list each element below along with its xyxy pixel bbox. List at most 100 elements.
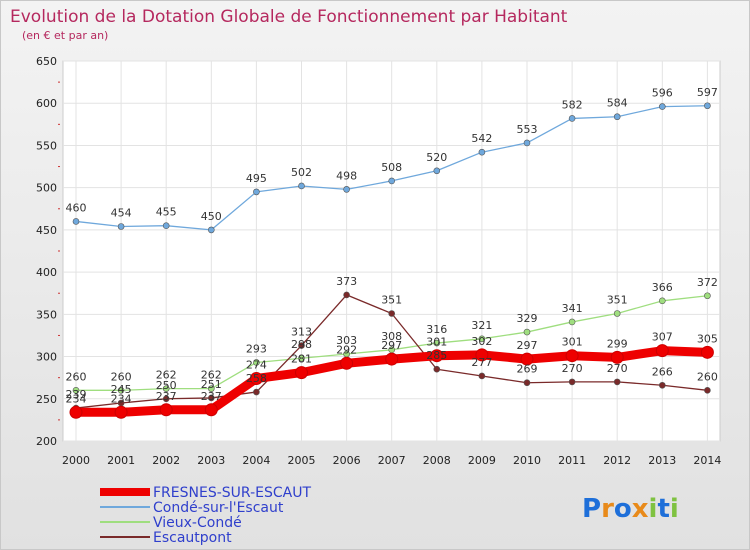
x-tick-label: 2013 — [648, 454, 676, 467]
data-point — [208, 385, 215, 392]
x-tick-label: 2001 — [107, 454, 135, 467]
data-point — [478, 148, 486, 156]
data-point — [114, 405, 128, 419]
data-point — [343, 291, 350, 299]
y-tick-label: 450 — [36, 224, 57, 237]
data-label: 454 — [111, 207, 132, 220]
y-tick-label: 200 — [36, 435, 57, 448]
x-tick-label: 2009 — [468, 454, 496, 467]
data-label: 260 — [697, 370, 718, 383]
data-point — [298, 354, 305, 362]
data-label: 307 — [652, 331, 673, 344]
logo-letter: i — [649, 494, 658, 524]
y-tick-label: 250 — [36, 393, 57, 406]
data-label: 450 — [201, 210, 222, 223]
data-label: 239 — [66, 388, 87, 401]
logo-letter: r — [601, 494, 614, 524]
data-label: 293 — [246, 342, 267, 355]
data-point — [565, 349, 579, 363]
legend-label: Condé-sur-l'Escaut — [153, 500, 284, 516]
data-label: 262 — [156, 369, 177, 382]
logo-letter: x — [632, 494, 649, 524]
x-tick-label: 2005 — [288, 454, 316, 467]
x-tick-label: 2002 — [152, 454, 180, 467]
data-label: 234 — [111, 392, 132, 405]
data-label: 299 — [607, 337, 628, 350]
y-tick-label: 350 — [36, 308, 57, 321]
data-label: 542 — [471, 132, 492, 145]
data-point — [72, 218, 80, 225]
data-point — [568, 318, 576, 326]
x-tick-label: 2011 — [558, 454, 586, 467]
logo-letter: P — [582, 494, 601, 524]
data-point — [249, 372, 263, 386]
logo-letter: t — [657, 494, 669, 524]
data-label: 351 — [381, 293, 402, 306]
x-tick-label: 2008 — [423, 454, 451, 467]
data-label: 285 — [426, 349, 447, 362]
data-label: 596 — [652, 87, 673, 100]
data-label: 274 — [246, 359, 267, 372]
y-tick-label: 300 — [36, 351, 57, 364]
data-label: 520 — [426, 151, 447, 164]
data-label: 313 — [291, 326, 312, 339]
proxiti-logo: Proxiti — [582, 494, 679, 524]
data-label: 298 — [291, 338, 312, 351]
data-point — [388, 310, 396, 317]
data-point — [613, 378, 621, 386]
data-point — [523, 328, 531, 336]
data-label: 292 — [336, 343, 357, 356]
data-label: 495 — [246, 172, 267, 185]
logo-text: Proxiti — [582, 494, 679, 524]
data-point — [433, 339, 441, 347]
data-point — [475, 348, 489, 362]
data-label: 582 — [562, 98, 583, 111]
data-point — [658, 297, 666, 305]
data-label: 301 — [426, 336, 447, 349]
data-label: 455 — [156, 206, 177, 219]
x-tick-label: 2004 — [242, 454, 270, 467]
chart-title: Evolution de la Dotation Globale de Fonc… — [10, 7, 568, 27]
data-label: 597 — [697, 86, 718, 99]
data-label: 277 — [471, 356, 492, 369]
data-point — [162, 385, 170, 392]
data-label: 297 — [517, 339, 538, 352]
data-label: 270 — [562, 362, 583, 375]
data-point — [253, 359, 260, 366]
data-label: 297 — [381, 339, 402, 352]
data-label: 245 — [111, 383, 132, 396]
data-label: 270 — [607, 362, 628, 375]
legend-label: Vieux-Condé — [153, 515, 242, 531]
data-point — [700, 345, 714, 359]
data-label: 302 — [471, 335, 492, 348]
data-point — [72, 387, 80, 394]
chart-subtitle: (en € et par an) — [22, 29, 108, 42]
data-point — [253, 388, 260, 396]
data-label: 237 — [156, 390, 177, 403]
data-point — [568, 378, 576, 386]
axes: 200 250 300 350 400 450 500 550 600 650 2000 2001 20… — [36, 55, 721, 467]
data-point — [208, 394, 215, 402]
data-point — [523, 379, 531, 387]
data-point — [388, 177, 396, 185]
data-point — [613, 113, 621, 121]
x-tick-label: 2006 — [333, 454, 361, 467]
data-point — [298, 342, 305, 349]
y-tick-label: 650 — [36, 55, 57, 68]
data-point — [433, 167, 441, 175]
data-label: 251 — [201, 378, 222, 391]
data-label: 460 — [66, 201, 87, 214]
data-point — [343, 186, 350, 193]
data-point — [162, 222, 170, 229]
data-point — [478, 372, 486, 380]
data-label: 316 — [426, 323, 447, 336]
data-label: 329 — [517, 312, 538, 325]
logo-letter: o — [614, 494, 632, 524]
data-label: 553 — [517, 123, 538, 136]
data-point — [253, 188, 260, 196]
x-tick-label: 2010 — [513, 454, 541, 467]
logo-letter: i — [670, 494, 679, 524]
x-tick-label: 2003 — [197, 454, 225, 467]
data-point — [478, 335, 486, 343]
